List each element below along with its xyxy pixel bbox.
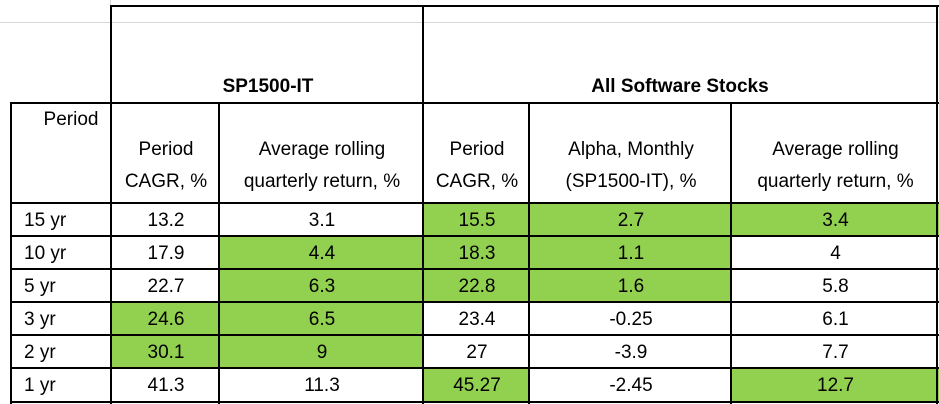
gridline [0,22,939,23]
table-border [10,401,939,403]
table-cell-highlighted: 6.5 [220,303,424,336]
table-cell: 22.7 [147,275,185,297]
table-border [10,268,939,270]
table-cell-highlighted: 1.1 [530,237,732,270]
table-cell: 17.9 [147,242,185,264]
table-cell-highlighted: 1.6 [530,270,732,303]
column-header-period-label: Period [43,109,99,130]
table-cell-highlighted: 3.4 [732,204,939,237]
column-header-sp-rolling: Average rolling quarterly return, % [220,104,424,204]
column-header-line: Alpha, Monthly [568,139,694,160]
row-label: 1 yr [24,374,56,396]
column-header-line: Average rolling [258,139,386,160]
column-header-period: Period [12,104,112,204]
table-border [110,5,112,404]
table-cell: -0.25 [609,308,653,330]
table-cell-highlighted: 15.5 [424,204,530,237]
table-border [528,102,530,404]
table-border [10,334,939,336]
table-border [10,102,939,104]
column-header-line: (SP1500-IT), % [565,171,697,192]
table-border [10,367,939,369]
table-cell-highlighted: 22.8 [424,270,530,303]
row-label: 10 yr [24,242,67,264]
table-cell: -2.45 [609,374,653,396]
table-cell: 41.3 [147,374,185,396]
table-cell-highlighted: 24.6 [112,303,220,336]
table-border [730,102,732,404]
table-cell: 23.4 [458,308,496,330]
table-cell: 4 [830,242,841,264]
table-cell-highlighted: 6.3 [220,270,424,303]
table-border [422,5,424,404]
column-header-line: CAGR, % [124,171,208,192]
column-header-line: CAGR, % [435,171,519,192]
table-cell-highlighted: 45.27 [424,369,530,402]
column-header-line: quarterly return, % [243,171,401,192]
table-border [10,301,939,303]
group-header-sp1500: SP1500-IT [222,76,314,97]
table-cell-highlighted: 18.3 [424,237,530,270]
group-header-software: All Software Stocks [591,76,769,97]
table-cell: 5.8 [822,275,849,297]
column-header-line: Period [449,139,505,160]
table-cell: -3.9 [614,341,648,363]
table-cell-highlighted: 30.1 [112,336,220,369]
table-border [10,102,12,404]
table-cell-highlighted: 4.4 [220,237,424,270]
row-label: 15 yr [24,209,67,231]
table-cell-highlighted: 2.7 [530,204,732,237]
table-border [10,235,939,237]
table-cell: 11.3 [304,374,340,396]
table-border [218,102,220,404]
table-cell: 6.1 [822,308,849,330]
table-border [936,5,938,404]
column-header-line: Average rolling [772,139,899,160]
row-label: 3 yr [24,308,56,330]
column-header-sw-rolling: Average rolling quarterly return, % [732,104,939,204]
column-header-line: Period [138,139,194,160]
row-label: 5 yr [24,275,56,297]
table-border [110,5,939,7]
table-cell: 13.2 [147,209,185,231]
table-border [10,202,939,204]
table-cell-highlighted: 12.7 [732,369,939,402]
table-cell: 27 [466,341,488,363]
column-header-sw-alpha: Alpha, Monthly (SP1500-IT), % [530,104,732,204]
table-cell: 3.1 [308,209,336,231]
row-label: 2 yr [24,341,56,363]
column-header-line: quarterly return, % [757,171,914,192]
table-cell: 7.7 [822,341,849,363]
table-cell-highlighted: 9 [220,336,424,369]
column-header-sw-cagr: Period CAGR, % [424,104,530,204]
column-header-sp-cagr: Period CAGR, % [112,104,220,204]
